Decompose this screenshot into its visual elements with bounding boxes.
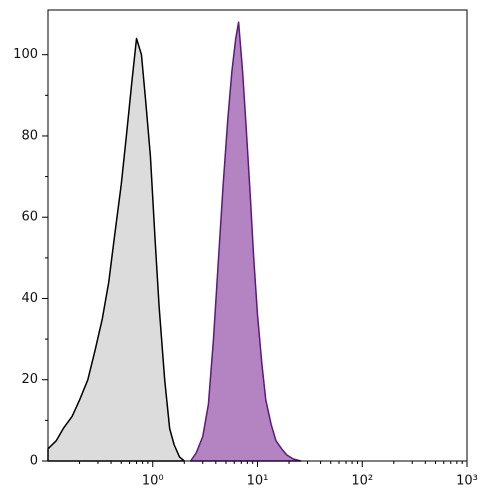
y-tick-label: 40 (21, 291, 38, 306)
x-tick-label: 10¹ (247, 474, 269, 489)
histogram-area (47, 37, 186, 462)
x-tick-label: 10² (351, 474, 373, 489)
x-tick-label: 10³ (456, 474, 478, 489)
y-tick-label: 0 (30, 454, 38, 469)
y-tick-label: 60 (21, 210, 38, 225)
histogram-area (189, 21, 302, 462)
y-tick-label: 100 (13, 47, 38, 62)
y-tick-label: 20 (21, 372, 38, 387)
x-tick-label: 10⁰ (142, 474, 164, 489)
y-tick-label: 80 (21, 128, 38, 143)
